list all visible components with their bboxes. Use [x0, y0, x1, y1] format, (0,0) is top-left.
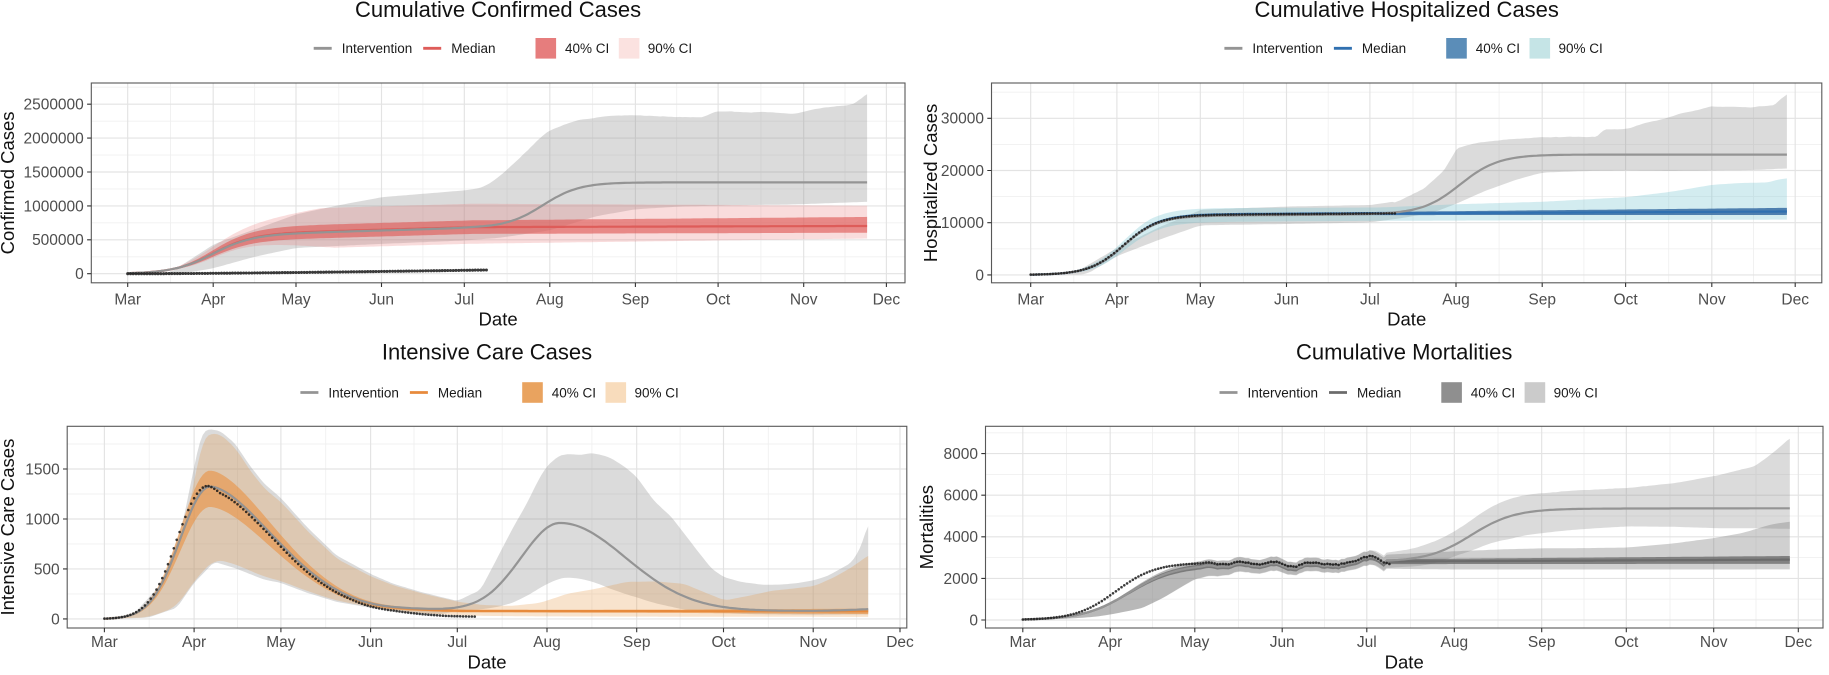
svg-text:Sep: Sep — [623, 634, 651, 651]
svg-text:Aug: Aug — [1442, 292, 1470, 309]
svg-text:Intensive Care Cases: Intensive Care Cases — [382, 340, 592, 365]
svg-text:0: 0 — [969, 612, 978, 629]
svg-text:Median: Median — [1362, 41, 1406, 56]
svg-text:Dec: Dec — [886, 634, 914, 651]
svg-text:Nov: Nov — [799, 634, 827, 651]
svg-text:1500: 1500 — [25, 461, 60, 478]
svg-text:Jun: Jun — [1274, 292, 1299, 309]
svg-text:Aug: Aug — [536, 292, 564, 309]
svg-text:Cumulative Confirmed Cases: Cumulative Confirmed Cases — [355, 0, 641, 22]
svg-text:Apr: Apr — [1098, 634, 1122, 651]
svg-text:1500000: 1500000 — [23, 164, 84, 181]
svg-text:Dec: Dec — [1785, 634, 1813, 651]
svg-text:2000000: 2000000 — [23, 131, 84, 148]
svg-text:Mortalities: Mortalities — [916, 485, 937, 569]
svg-text:Jul: Jul — [1360, 292, 1380, 309]
svg-text:May: May — [281, 292, 311, 309]
svg-text:Dec: Dec — [1781, 292, 1809, 309]
svg-text:2500000: 2500000 — [23, 97, 84, 114]
svg-text:Apr: Apr — [1105, 292, 1129, 309]
svg-text:Date: Date — [479, 308, 518, 329]
svg-text:0: 0 — [51, 611, 60, 628]
svg-text:Nov: Nov — [1698, 292, 1726, 309]
svg-text:30000: 30000 — [941, 111, 984, 128]
svg-text:Confirmed Cases: Confirmed Cases — [0, 111, 18, 254]
svg-text:Cumulative Hospitalized Cases: Cumulative Hospitalized Cases — [1254, 0, 1558, 22]
svg-text:Jul: Jul — [1357, 634, 1377, 651]
svg-text:Aug: Aug — [533, 634, 561, 651]
svg-text:Sep: Sep — [622, 292, 650, 309]
svg-text:Mar: Mar — [114, 292, 141, 309]
svg-text:Hospitalized Cases: Hospitalized Cases — [920, 104, 941, 262]
svg-text:1000000: 1000000 — [23, 198, 84, 215]
svg-text:Intervention: Intervention — [342, 41, 413, 56]
svg-text:Dec: Dec — [873, 292, 901, 309]
svg-text:40% CI: 40% CI — [1471, 385, 1515, 400]
svg-text:Jun: Jun — [1270, 634, 1295, 651]
svg-text:90% CI: 90% CI — [648, 41, 692, 56]
svg-text:10000: 10000 — [941, 215, 984, 232]
svg-text:Sep: Sep — [1528, 292, 1556, 309]
svg-text:Date: Date — [1385, 652, 1424, 671]
svg-text:Date: Date — [1387, 308, 1426, 329]
svg-text:20000: 20000 — [941, 163, 984, 180]
svg-text:Intensive Care Cases: Intensive Care Cases — [0, 439, 18, 616]
svg-text:Jun: Jun — [358, 634, 383, 651]
svg-text:Nov: Nov — [1700, 634, 1728, 651]
svg-text:Oct: Oct — [706, 292, 731, 309]
svg-text:90% CI: 90% CI — [1559, 41, 1603, 56]
svg-text:Mar: Mar — [1017, 292, 1044, 309]
svg-text:Apr: Apr — [201, 292, 225, 309]
svg-text:May: May — [266, 634, 296, 651]
svg-text:6000: 6000 — [944, 488, 979, 505]
svg-text:90% CI: 90% CI — [1554, 385, 1598, 400]
svg-text:Oct: Oct — [1614, 634, 1639, 651]
svg-text:4000: 4000 — [944, 529, 979, 546]
svg-text:500: 500 — [34, 561, 60, 578]
svg-text:Mar: Mar — [1009, 634, 1036, 651]
svg-text:Median: Median — [1357, 385, 1401, 400]
svg-text:40% CI: 40% CI — [552, 385, 596, 400]
svg-text:500000: 500000 — [32, 232, 84, 249]
svg-text:40% CI: 40% CI — [1476, 41, 1520, 56]
svg-text:Jun: Jun — [369, 292, 394, 309]
svg-text:Median: Median — [451, 41, 495, 56]
svg-text:Intervention: Intervention — [1252, 41, 1323, 56]
svg-text:Date: Date — [467, 652, 506, 671]
svg-text:May: May — [1180, 634, 1210, 651]
svg-text:Jul: Jul — [447, 634, 467, 651]
svg-text:Nov: Nov — [790, 292, 818, 309]
svg-text:40% CI: 40% CI — [565, 41, 609, 56]
svg-text:Apr: Apr — [182, 634, 206, 651]
svg-text:Aug: Aug — [1441, 634, 1469, 651]
svg-text:Sep: Sep — [1528, 634, 1556, 651]
svg-text:Intervention: Intervention — [1248, 385, 1319, 400]
svg-text:0: 0 — [975, 267, 984, 284]
svg-text:Jul: Jul — [454, 292, 474, 309]
svg-text:8000: 8000 — [944, 446, 979, 463]
svg-text:90% CI: 90% CI — [635, 385, 679, 400]
svg-text:Oct: Oct — [1614, 292, 1639, 309]
svg-text:0: 0 — [75, 266, 84, 283]
svg-text:2000: 2000 — [944, 571, 979, 588]
svg-text:May: May — [1186, 292, 1216, 309]
svg-text:Intervention: Intervention — [328, 385, 399, 400]
svg-text:Oct: Oct — [711, 634, 736, 651]
svg-text:Mar: Mar — [91, 634, 118, 651]
svg-text:1000: 1000 — [25, 511, 60, 528]
svg-text:Cumulative Mortalities: Cumulative Mortalities — [1296, 340, 1512, 365]
svg-text:Median: Median — [438, 385, 482, 400]
